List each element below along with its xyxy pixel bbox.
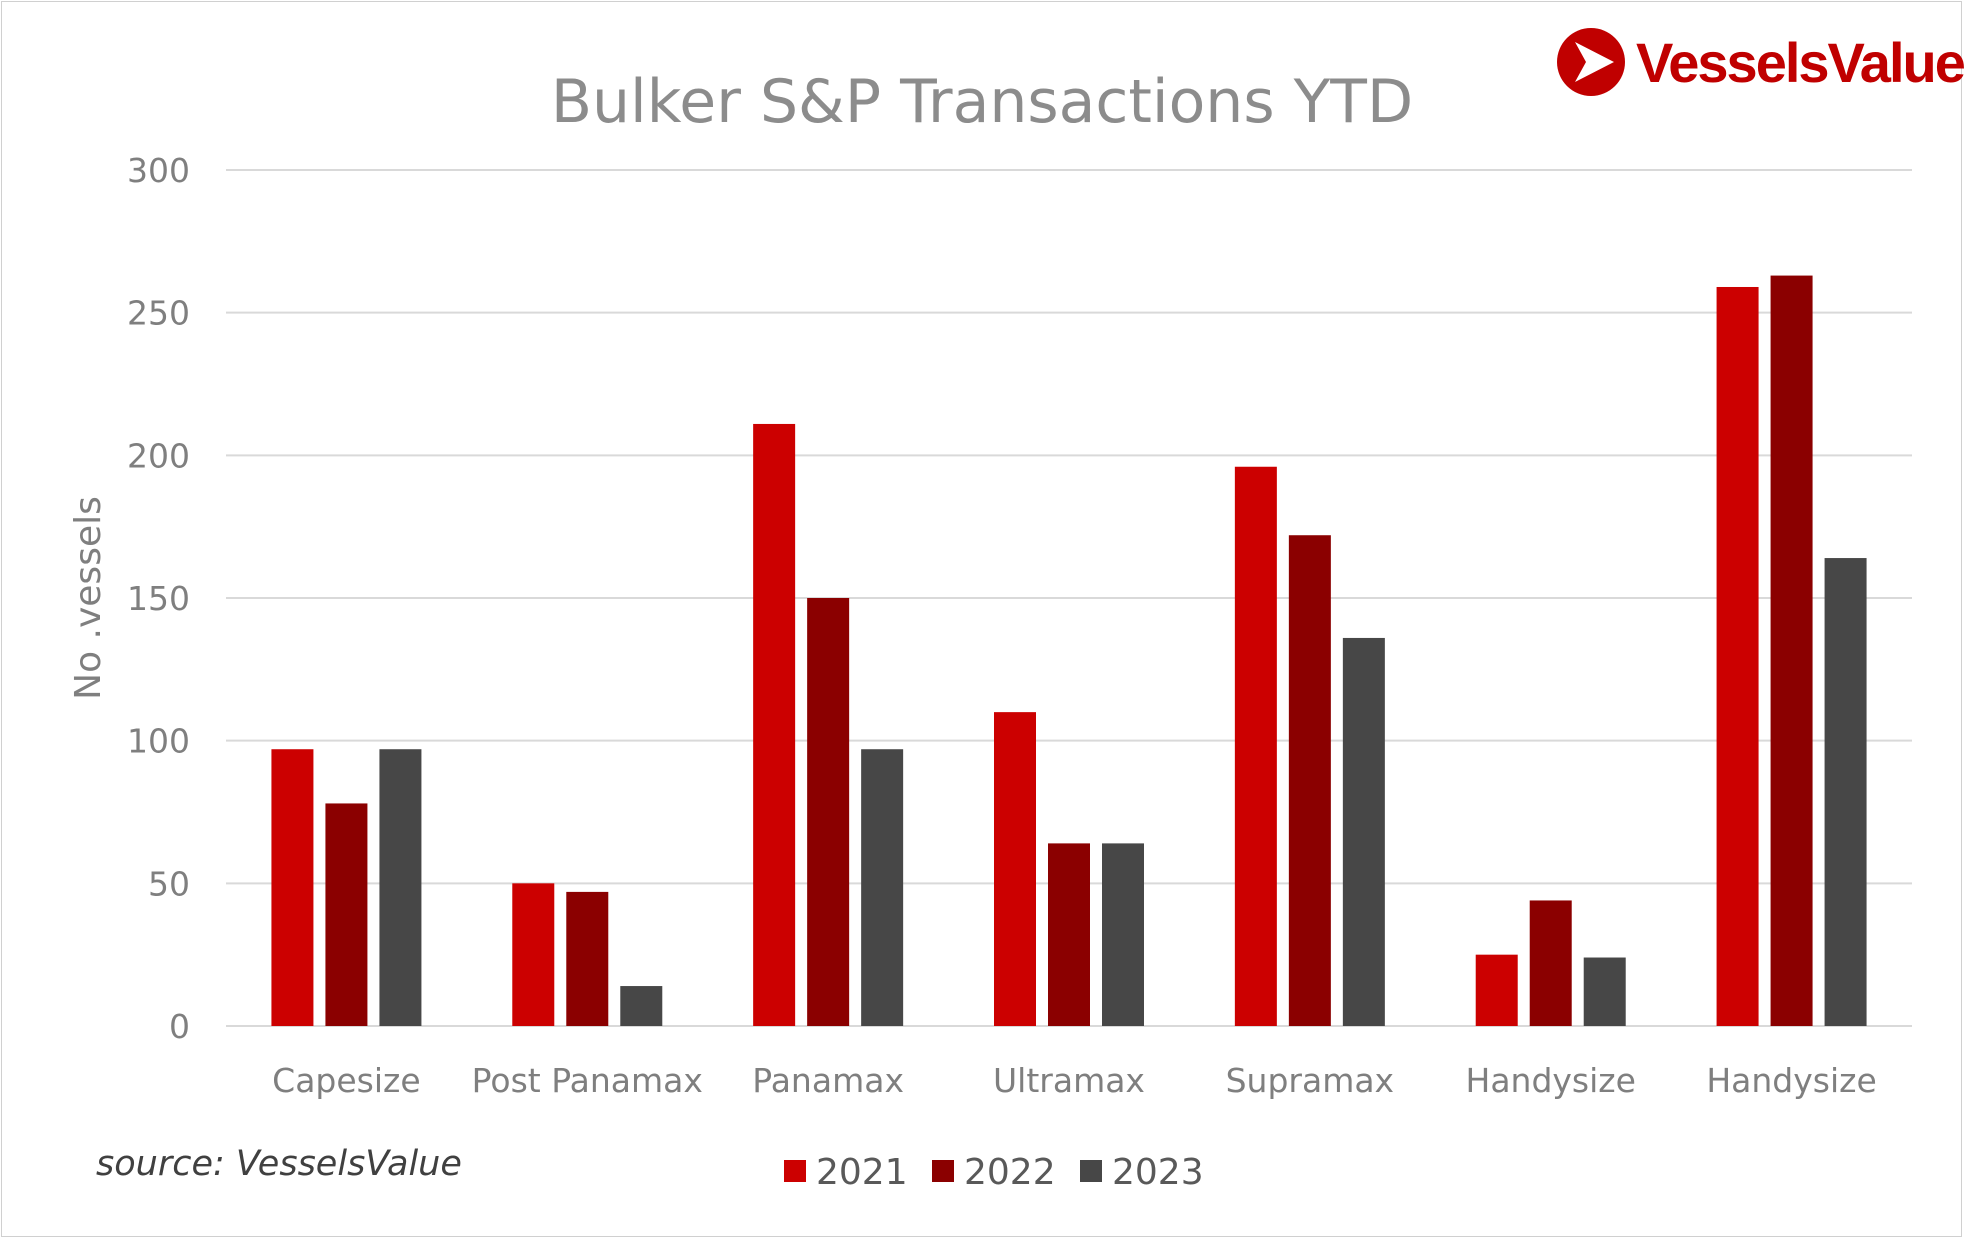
logo-arrow-icon [1575,42,1614,82]
y-tick-label: 200 [127,436,190,475]
bar-2022 [1529,900,1572,1026]
brand-name: VesselsValue [1636,31,1965,94]
legend-swatch [784,1160,806,1182]
bar-2023 [379,749,422,1026]
x-category-label: Handysize [1706,1061,1876,1100]
source-note: source: VesselsValue [96,1144,462,1184]
bar-2021 [512,883,555,1026]
y-tick-label: 250 [127,294,190,333]
x-category-label: Handysize [1466,1061,1636,1100]
chart-title: Bulker S&P Transactions YTD [551,67,1413,137]
bar-2023 [1824,558,1867,1026]
bar-2021 [994,712,1036,1026]
bar-2023 [620,986,663,1026]
legend-label: 2021 [816,1152,908,1193]
vesselsvalue-logo: VesselsValue [1557,28,1965,96]
bar-2022 [325,803,368,1026]
y-tick-label: 150 [127,579,190,618]
y-tick-label: 0 [169,1007,190,1046]
x-category-label: Capesize [272,1061,421,1100]
bars [271,275,1867,1026]
x-category-label: Panamax [752,1061,904,1100]
bar-2022 [1048,843,1090,1026]
y-tick-label: 50 [148,864,190,903]
bar-2021 [753,423,796,1026]
bar-2021 [271,749,314,1026]
x-category-label: Supramax [1226,1061,1395,1100]
y-axis-ticks: 0 50 100 150 200 250 300 [127,151,190,1046]
y-tick-label: 100 [127,722,190,761]
bar-2021 [1234,466,1277,1026]
y-tick-label: 300 [127,151,190,190]
legend-label: 2022 [964,1152,1056,1193]
y-axis-label: No .vessels [68,496,109,700]
bar-2023 [861,749,904,1026]
legend: 2021 2022 2023 [784,1152,1204,1193]
legend-label: 2023 [1112,1152,1204,1193]
bar-2021 [1475,954,1518,1026]
x-category-label: Ultramax [993,1061,1145,1100]
legend-swatch [1080,1160,1102,1182]
bar-2022 [1288,535,1331,1026]
bar-2023 [1342,637,1385,1026]
bar-2023 [1102,843,1144,1026]
bar-2021 [1716,286,1759,1026]
bar-2022 [1770,275,1813,1026]
bar-2022 [566,891,609,1026]
x-axis-categories: Capesize Post Panamax Panamax Ultramax Supra… [272,1061,1877,1100]
legend-swatch [932,1160,954,1182]
bar-2022 [807,598,850,1026]
x-category-label: Post Panamax [472,1061,703,1100]
bar-2023 [1583,957,1626,1026]
gridlines [226,169,1912,885]
